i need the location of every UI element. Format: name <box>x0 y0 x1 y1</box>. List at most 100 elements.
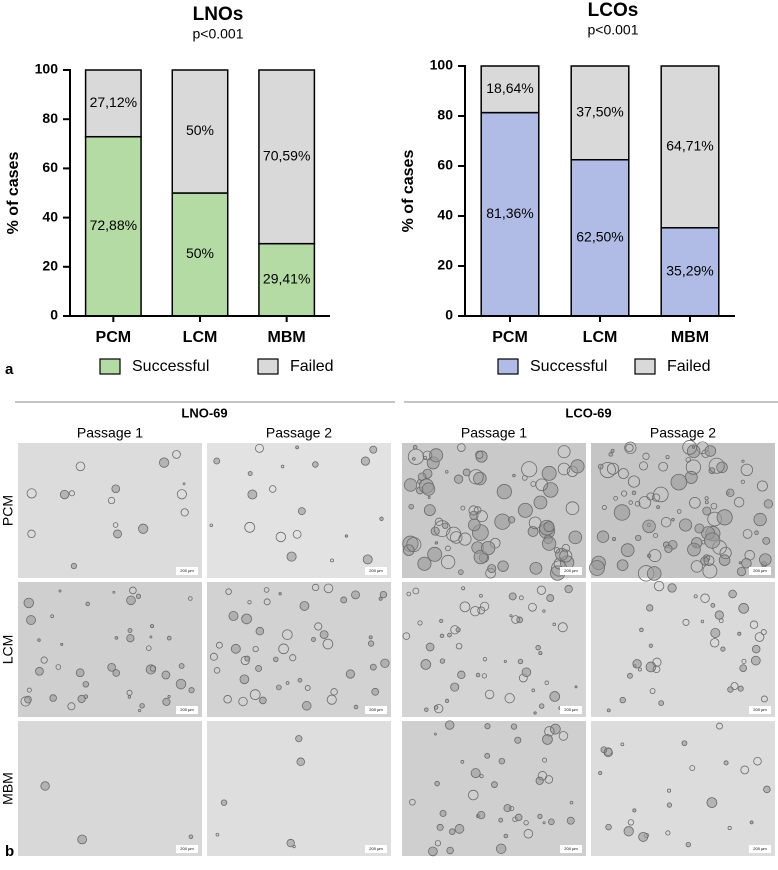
cell <box>637 667 642 672</box>
cell <box>223 695 232 704</box>
cell <box>738 603 749 614</box>
cell <box>149 635 153 639</box>
cell <box>733 497 745 508</box>
cell <box>624 441 637 454</box>
cell <box>468 505 479 516</box>
scale-bar-box <box>176 706 198 714</box>
cell <box>289 654 297 662</box>
cell <box>648 643 653 648</box>
legend-swatch <box>99 358 121 375</box>
cell <box>439 809 447 817</box>
cell <box>412 444 418 450</box>
micrograph: 200 µm <box>591 580 775 717</box>
scale-bar-label: 200 µm <box>369 707 383 712</box>
cell <box>127 628 133 633</box>
cell <box>521 461 538 478</box>
cell <box>275 684 282 691</box>
cell <box>167 695 171 699</box>
cell <box>718 618 724 624</box>
cell <box>535 644 541 651</box>
x-tick-label: MBM <box>268 329 306 346</box>
cell <box>311 583 320 592</box>
cell <box>646 604 654 612</box>
cell <box>460 505 466 511</box>
cell <box>475 450 484 459</box>
cell <box>561 543 571 553</box>
column-title: Passage 1 <box>461 425 527 441</box>
cell <box>369 445 378 454</box>
x-tick-label: LCM <box>583 329 618 346</box>
micrograph: 200 µm <box>402 582 586 717</box>
micrograph: 200 µm <box>207 443 391 578</box>
cell <box>166 635 172 641</box>
cell <box>460 760 465 764</box>
cell <box>682 440 698 455</box>
cell <box>564 584 573 594</box>
x-tick-label: PCM <box>96 329 132 346</box>
cell <box>639 627 644 633</box>
cell <box>503 804 512 813</box>
cell <box>178 663 185 669</box>
cell <box>649 688 656 694</box>
cell <box>700 556 710 566</box>
cell <box>477 811 486 820</box>
cell <box>412 587 420 595</box>
cell <box>23 597 34 609</box>
cell <box>403 478 418 492</box>
cell <box>749 820 754 825</box>
cell <box>182 482 186 486</box>
cell <box>35 666 44 676</box>
scale-bar-box <box>365 706 387 714</box>
cell <box>482 656 488 662</box>
cell <box>126 689 133 696</box>
cell <box>278 643 289 655</box>
cell <box>26 488 37 499</box>
cell <box>484 723 491 730</box>
cell <box>344 534 349 538</box>
micrograph-bg <box>591 582 775 717</box>
scale-bar-box <box>560 706 582 714</box>
micrograph-bg <box>207 721 391 856</box>
cell <box>703 555 715 566</box>
cell <box>439 618 444 624</box>
cell <box>569 800 574 805</box>
cell <box>608 452 613 457</box>
cell <box>665 830 671 836</box>
cell <box>449 828 456 835</box>
cell <box>612 536 617 541</box>
cell <box>710 628 721 638</box>
cell <box>727 826 732 831</box>
data-label: 70,59% <box>263 148 310 164</box>
cell <box>514 736 522 744</box>
cell <box>508 592 517 601</box>
cell <box>112 669 120 677</box>
y-tick-label: 20 <box>437 257 453 273</box>
cell <box>172 450 181 459</box>
cell <box>704 496 709 501</box>
cell <box>457 443 466 452</box>
cell <box>449 531 463 544</box>
cell <box>24 695 32 704</box>
cell <box>263 587 270 593</box>
cell <box>161 670 171 680</box>
cell <box>285 681 290 685</box>
cell <box>620 543 635 557</box>
cell <box>278 592 282 596</box>
cell <box>481 673 488 679</box>
cell <box>596 530 610 543</box>
cell <box>127 695 132 699</box>
cell <box>553 547 561 554</box>
cell <box>666 802 673 808</box>
cell <box>542 609 546 613</box>
data-label: 64,71% <box>666 138 713 154</box>
cell <box>685 459 701 475</box>
cell <box>311 637 316 642</box>
micrograph-bg <box>18 443 202 578</box>
cell <box>442 522 449 529</box>
cell <box>433 732 437 736</box>
cell <box>700 593 710 603</box>
cell <box>542 757 548 763</box>
cell <box>408 503 415 510</box>
cell <box>756 480 768 492</box>
cell <box>188 596 193 601</box>
